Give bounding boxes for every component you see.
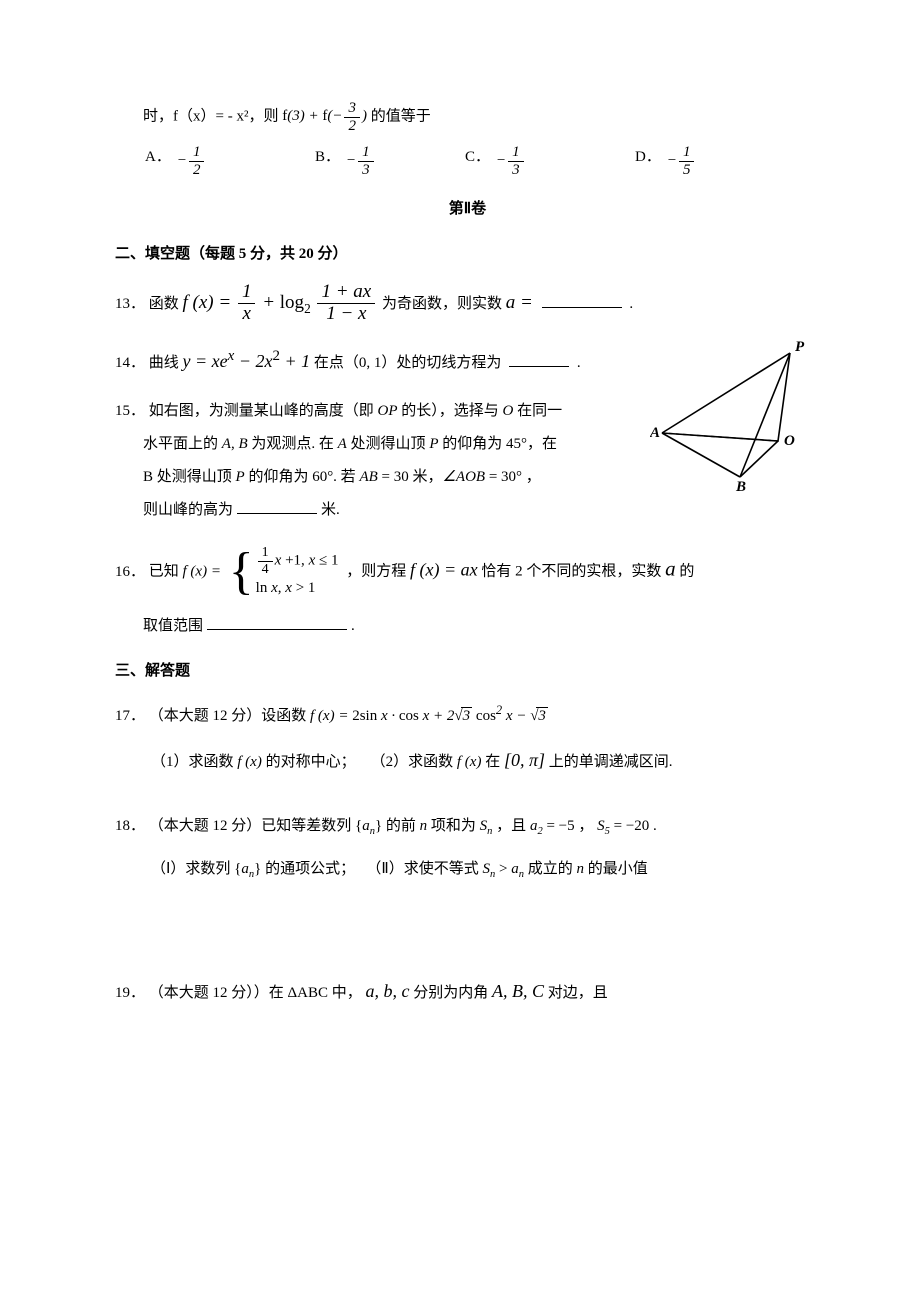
q15-num: 15． xyxy=(115,395,145,428)
q14: 14． 曲线 y = xex − 2x2 + 1 在点（0, 1）处的切线方程为… xyxy=(115,343,640,377)
q17-p1: （1）求函数 f (x) 的对称中心； xyxy=(151,754,356,770)
q19-vars: a, b, c xyxy=(366,981,410,1001)
q12-choice-d: D． −15 xyxy=(635,144,755,178)
q12-expr: f(3) + f(−32) xyxy=(282,108,367,124)
q12-choice-a: A． −12 xyxy=(145,144,315,178)
q14-mid: 在点（0, 1）处的切线方程为 xyxy=(314,355,502,371)
q17: 17． （本大题 12 分）设函数 f (x) = 2sin x · cos x… xyxy=(115,699,820,776)
q16-piecewise: { 14x +1, x ≤ 1 ln x, x > 1 xyxy=(229,545,339,599)
q13-fx: f (x) = 1x + log2 1 + ax1 − x xyxy=(183,292,382,313)
q13-post: 为奇函数，则实数 xyxy=(382,296,506,312)
q19-ang: A, B, C xyxy=(492,981,544,1001)
q18-p2: （Ⅱ）求使不等式 Sn > an 成立的 n 的最小值 xyxy=(366,861,647,877)
q12-line: 时，f（x）= - x²，则 f(3) + f(−32) 的值等于 xyxy=(143,100,820,134)
q19: 19． （本大题 12 分））在 ΔABC 中， a, b, c 分别为内角 A… xyxy=(115,975,820,1007)
q17-pre: （本大题 12 分）设函数 xyxy=(149,708,310,724)
q16-mid: ，则方程 xyxy=(346,564,410,580)
part2-title: 第Ⅱ卷 xyxy=(115,196,820,223)
q13-num: 13． xyxy=(115,291,145,318)
q18-p1: （Ⅰ）求数列 {an} 的通项公式； xyxy=(151,861,355,877)
q19-mid: 分别为内角 xyxy=(413,985,492,1001)
q14-eq: y = xex − 2x2 + 1 xyxy=(183,351,311,371)
q18-pre: （本大题 12 分）已知等差数列 {an} 的前 n 项和为 Sn ，且 a2 … xyxy=(149,818,657,834)
q17-p2: （2）求函数 f (x) 在 [0, π] 上的单调递减区间. xyxy=(371,754,673,770)
q18-parts: （Ⅰ）求数列 {an} 的通项公式； （Ⅱ）求使不等式 Sn > an 成立的 … xyxy=(151,856,820,885)
q18-num: 18． xyxy=(115,813,145,840)
svg-text:O: O xyxy=(784,433,795,449)
section2-title: 二、填空题（每题 5 分，共 20 分） xyxy=(115,241,820,268)
q15-figure: P A O B xyxy=(650,333,820,493)
q19-num: 19． xyxy=(115,980,145,1007)
q13: 13． 函数 f (x) = 1x + log2 1 + ax1 − x 为奇函… xyxy=(115,282,820,325)
q16-post: 恰有 2 个不同的实根，实数 xyxy=(481,564,665,580)
q14-15-block: 14． 曲线 y = xex − 2x2 + 1 在点（0, 1）处的切线方程为… xyxy=(115,343,820,545)
q15-l3: B 处测得山顶 P 的仰角为 60°. 若 AB = 30 米，∠AOB = 3… xyxy=(143,469,541,485)
q17-parts: （1）求函数 f (x) 的对称中心； （2）求函数 f (x) 在 [0, π… xyxy=(151,744,820,776)
q16-var: a xyxy=(665,557,676,581)
q16-pre: 已知 xyxy=(149,564,183,580)
svg-text:B: B xyxy=(735,479,746,493)
q17-num: 17． xyxy=(115,703,145,730)
q12-choice-b: B． −13 xyxy=(315,144,465,178)
q16-blank xyxy=(207,615,347,630)
q13-pre: 函数 xyxy=(149,296,183,312)
q12-pre: 时，f（x）= - x²，则 xyxy=(143,108,282,124)
q13-blank xyxy=(542,293,622,308)
q16-eq: f (x) = ax xyxy=(410,560,478,580)
tetrahedron-diagram: P A O B xyxy=(650,333,820,493)
svg-text:P: P xyxy=(795,339,805,355)
q16-l2: 取值范围. xyxy=(143,618,355,634)
q18: 18． （本大题 12 分）已知等差数列 {an} 的前 n 项和为 Sn ，且… xyxy=(115,813,820,885)
q14-pre: 曲线 xyxy=(149,355,183,371)
q19-post: 对边，且 xyxy=(548,985,608,1001)
q12-post: 的值等于 xyxy=(371,108,431,124)
q16-tail: 的 xyxy=(679,564,694,580)
q15-l4: 则山峰的高为米. xyxy=(143,502,340,518)
q13-var: a = xyxy=(506,292,538,313)
q14-tail: . xyxy=(577,355,581,371)
q15-l1: 如右图，为测量某山峰的高度（即 OP 的长），选择与 O 在同一 xyxy=(149,403,562,419)
q15-blank xyxy=(237,499,317,514)
q12-fragment: 时，f（x）= - x²，则 f(3) + f(−32) 的值等于 A． −12… xyxy=(115,100,820,178)
section3-title: 三、解答题 xyxy=(115,658,820,685)
q12-choice-c: C． −13 xyxy=(465,144,635,178)
q14-num: 14． xyxy=(115,350,145,377)
q19-pre: （本大题 12 分））在 ΔABC 中， xyxy=(149,985,366,1001)
q16: 16． 已知 f (x) = { 14x +1, x ≤ 1 ln x, x >… xyxy=(115,545,820,640)
q16-fx: f (x) = xyxy=(183,564,225,580)
q15-l2: 水平面上的 A, B 为观测点. 在 A 处测得山顶 P 的仰角为 45°，在 xyxy=(143,436,557,452)
q17-fx: f (x) = 2sin x · cos x + 2√3 cos2 x − √3 xyxy=(310,708,548,724)
q13-tail: . xyxy=(629,296,633,312)
q14-blank xyxy=(509,352,569,367)
q16-num: 16． xyxy=(115,559,145,586)
q15: 15． 如右图，为测量某山峰的高度（即 OP 的长），选择与 O 在同一 水平面… xyxy=(115,395,640,527)
q12-choices: A． −12 B． −13 C． −13 D． −15 xyxy=(145,144,820,178)
svg-text:A: A xyxy=(650,425,660,441)
